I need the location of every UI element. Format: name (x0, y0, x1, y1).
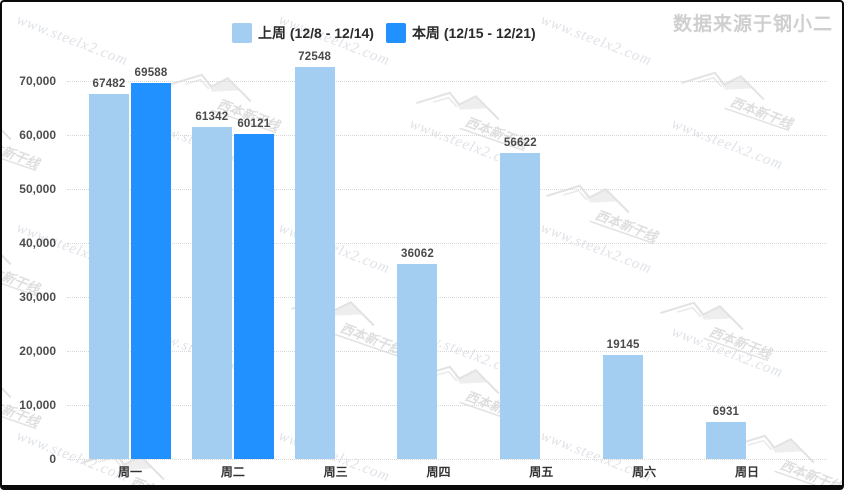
gridline (67, 80, 827, 82)
bar-last-week-1[interactable] (191, 127, 232, 459)
x-axis-label: 周一 (117, 465, 142, 479)
x-axis-label: 周二 (220, 465, 245, 479)
bar-value-label: 6931 (712, 405, 740, 418)
bar-value-label: 19145 (606, 339, 640, 352)
legend-swatch-this-week-icon (385, 23, 406, 43)
legend-item-last-week[interactable]: 上周 (12/8 - 12/14) (232, 23, 374, 43)
bar-last-week-3[interactable] (397, 264, 438, 459)
bar-last-week-4[interactable] (500, 152, 541, 459)
bar-this-week-1[interactable] (233, 133, 274, 459)
x-axis-label: 周五 (529, 465, 554, 479)
y-axis-tick-label: 60,000 (19, 127, 56, 142)
bar-value-label: 69588 (134, 66, 168, 79)
gridline (67, 242, 827, 244)
gridline (67, 459, 827, 460)
x-axis-label: 周三 (323, 465, 348, 479)
bar-value-label: 67482 (92, 78, 126, 91)
x-axis-label: 周日 (734, 465, 759, 479)
bar-last-week-0[interactable] (89, 94, 129, 459)
bar-last-week-6[interactable] (705, 421, 746, 459)
gridline (67, 404, 827, 406)
data-source-label: 数据来源于钢小二 (672, 14, 833, 35)
y-axis-tick-label: 10,000 (19, 397, 56, 412)
bar-value-label: 60121 (237, 117, 271, 130)
y-axis-tick-label: 40,000 (19, 235, 56, 250)
bar-this-week-0[interactable] (131, 82, 171, 459)
gridline (67, 134, 827, 136)
y-axis-tick-label: 50,000 (19, 181, 56, 196)
x-axis-label: 周六 (632, 465, 657, 479)
y-axis-tick-label: 30,000 (19, 289, 56, 304)
gridline (67, 296, 827, 298)
gridline (67, 188, 827, 190)
bar-value-label: 72548 (298, 50, 332, 63)
bar-value-label: 56622 (503, 136, 537, 149)
chart-legend: 上周 (12/8 - 12/14) 本周 (12/15 - 12/21) (232, 23, 536, 43)
bar-last-week-2[interactable] (294, 66, 335, 459)
legend-item-this-week[interactable]: 本周 (12/15 - 12/21) (385, 23, 536, 43)
y-axis-tick-label: 70,000 (19, 73, 56, 88)
y-axis-tick-label: 20,000 (19, 343, 56, 358)
legend-label-this-week: 本周 (12/15 - 12/21) (411, 25, 536, 41)
gridline (67, 350, 827, 352)
bar-value-label: 36062 (400, 248, 434, 260)
x-axis-label: 周四 (426, 465, 451, 479)
legend-swatch-last-week-icon (232, 23, 252, 43)
bar-last-week-5[interactable] (603, 355, 644, 459)
y-axis-tick-label: 0 (49, 452, 56, 466)
legend-label-last-week: 上周 (12/8 - 12/14) (258, 25, 374, 41)
